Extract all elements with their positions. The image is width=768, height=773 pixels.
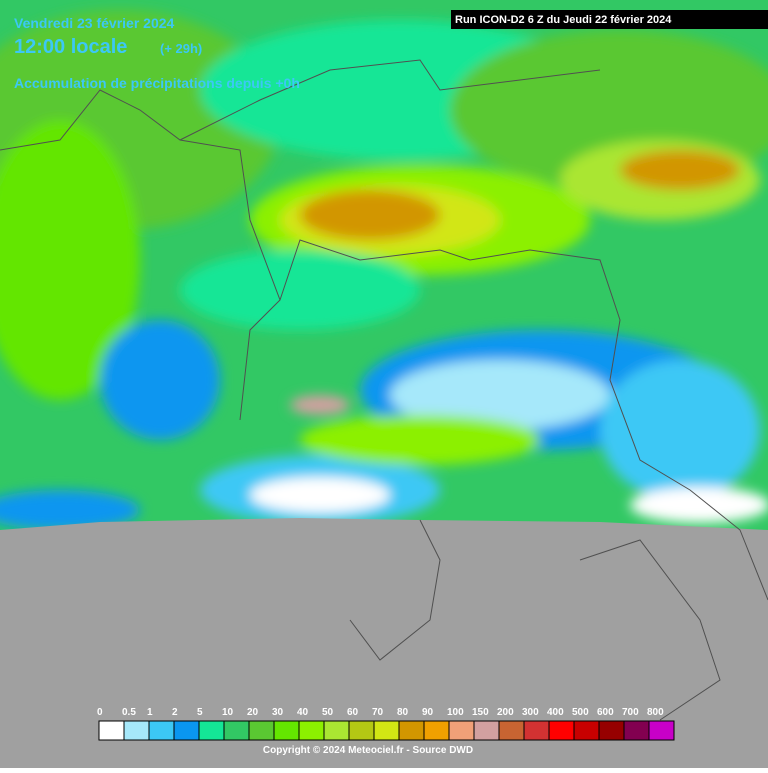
legend-label: 1 <box>147 707 153 718</box>
legend-label: 50 <box>322 707 334 718</box>
legend-swatch <box>448 720 475 741</box>
legend-label: 800 <box>647 707 664 718</box>
legend-label: 500 <box>572 707 589 718</box>
copyright: Copyright © 2024 Meteociel.fr - Source D… <box>263 745 473 756</box>
legend-swatch <box>148 720 175 741</box>
legend-label: 70 <box>372 707 384 718</box>
legend-swatch <box>273 720 300 741</box>
legend-label: 100 <box>447 707 464 718</box>
borders <box>0 59 768 721</box>
legend-label: 600 <box>597 707 614 718</box>
legend-swatch <box>298 720 325 741</box>
legend-label: 0 <box>97 707 103 718</box>
legend-swatch <box>523 720 550 741</box>
legend-swatch <box>198 720 225 741</box>
legend: 0 0.5 1 2 5 10 20 30 40 50 60 70 80 90 100 150 200 300 400… <box>97 707 675 741</box>
legend-label: 30 <box>272 707 284 718</box>
legend-label: 2 <box>172 707 178 718</box>
date: Vendredi 23 février 2024 <box>14 15 175 31</box>
legend-swatch <box>548 720 575 741</box>
legend-label: 40 <box>297 707 309 718</box>
subtitle: Accumulation de précipitations depuis +0… <box>14 75 300 91</box>
legend-swatch <box>398 720 425 741</box>
legend-swatch <box>98 720 125 741</box>
legend-label: 400 <box>547 707 564 718</box>
legend-label: 60 <box>347 707 359 718</box>
legend-swatch <box>348 720 375 741</box>
legend-label: 80 <box>397 707 409 718</box>
legend-swatch <box>423 720 450 741</box>
legend-swatch <box>248 720 275 741</box>
legend-label: 200 <box>497 707 514 718</box>
legend-swatch <box>473 720 500 741</box>
legend-swatch <box>573 720 600 741</box>
legend-swatch <box>323 720 350 741</box>
legend-label: 150 <box>472 707 489 718</box>
run-info: Run ICON-D2 6 Z du Jeudi 22 février 2024 <box>455 14 672 26</box>
offset: (+ 29h) <box>160 41 202 56</box>
legend-label: 0.5 <box>122 707 136 718</box>
run-banner <box>451 10 768 29</box>
legend-swatch <box>623 720 650 741</box>
legend-swatch <box>173 720 200 741</box>
legend-swatch <box>598 720 625 741</box>
legend-swatch <box>123 720 150 741</box>
legend-label: 5 <box>197 707 203 718</box>
legend-swatch <box>373 720 400 741</box>
legend-label: 300 <box>522 707 539 718</box>
legend-label: 10 <box>222 707 234 718</box>
legend-swatch <box>498 720 525 741</box>
legend-swatch <box>223 720 250 741</box>
legend-swatch <box>648 720 675 741</box>
legend-label: 20 <box>247 707 259 718</box>
legend-label: 700 <box>622 707 639 718</box>
legend-label: 90 <box>422 707 434 718</box>
time: 12:00 locale <box>14 36 127 58</box>
